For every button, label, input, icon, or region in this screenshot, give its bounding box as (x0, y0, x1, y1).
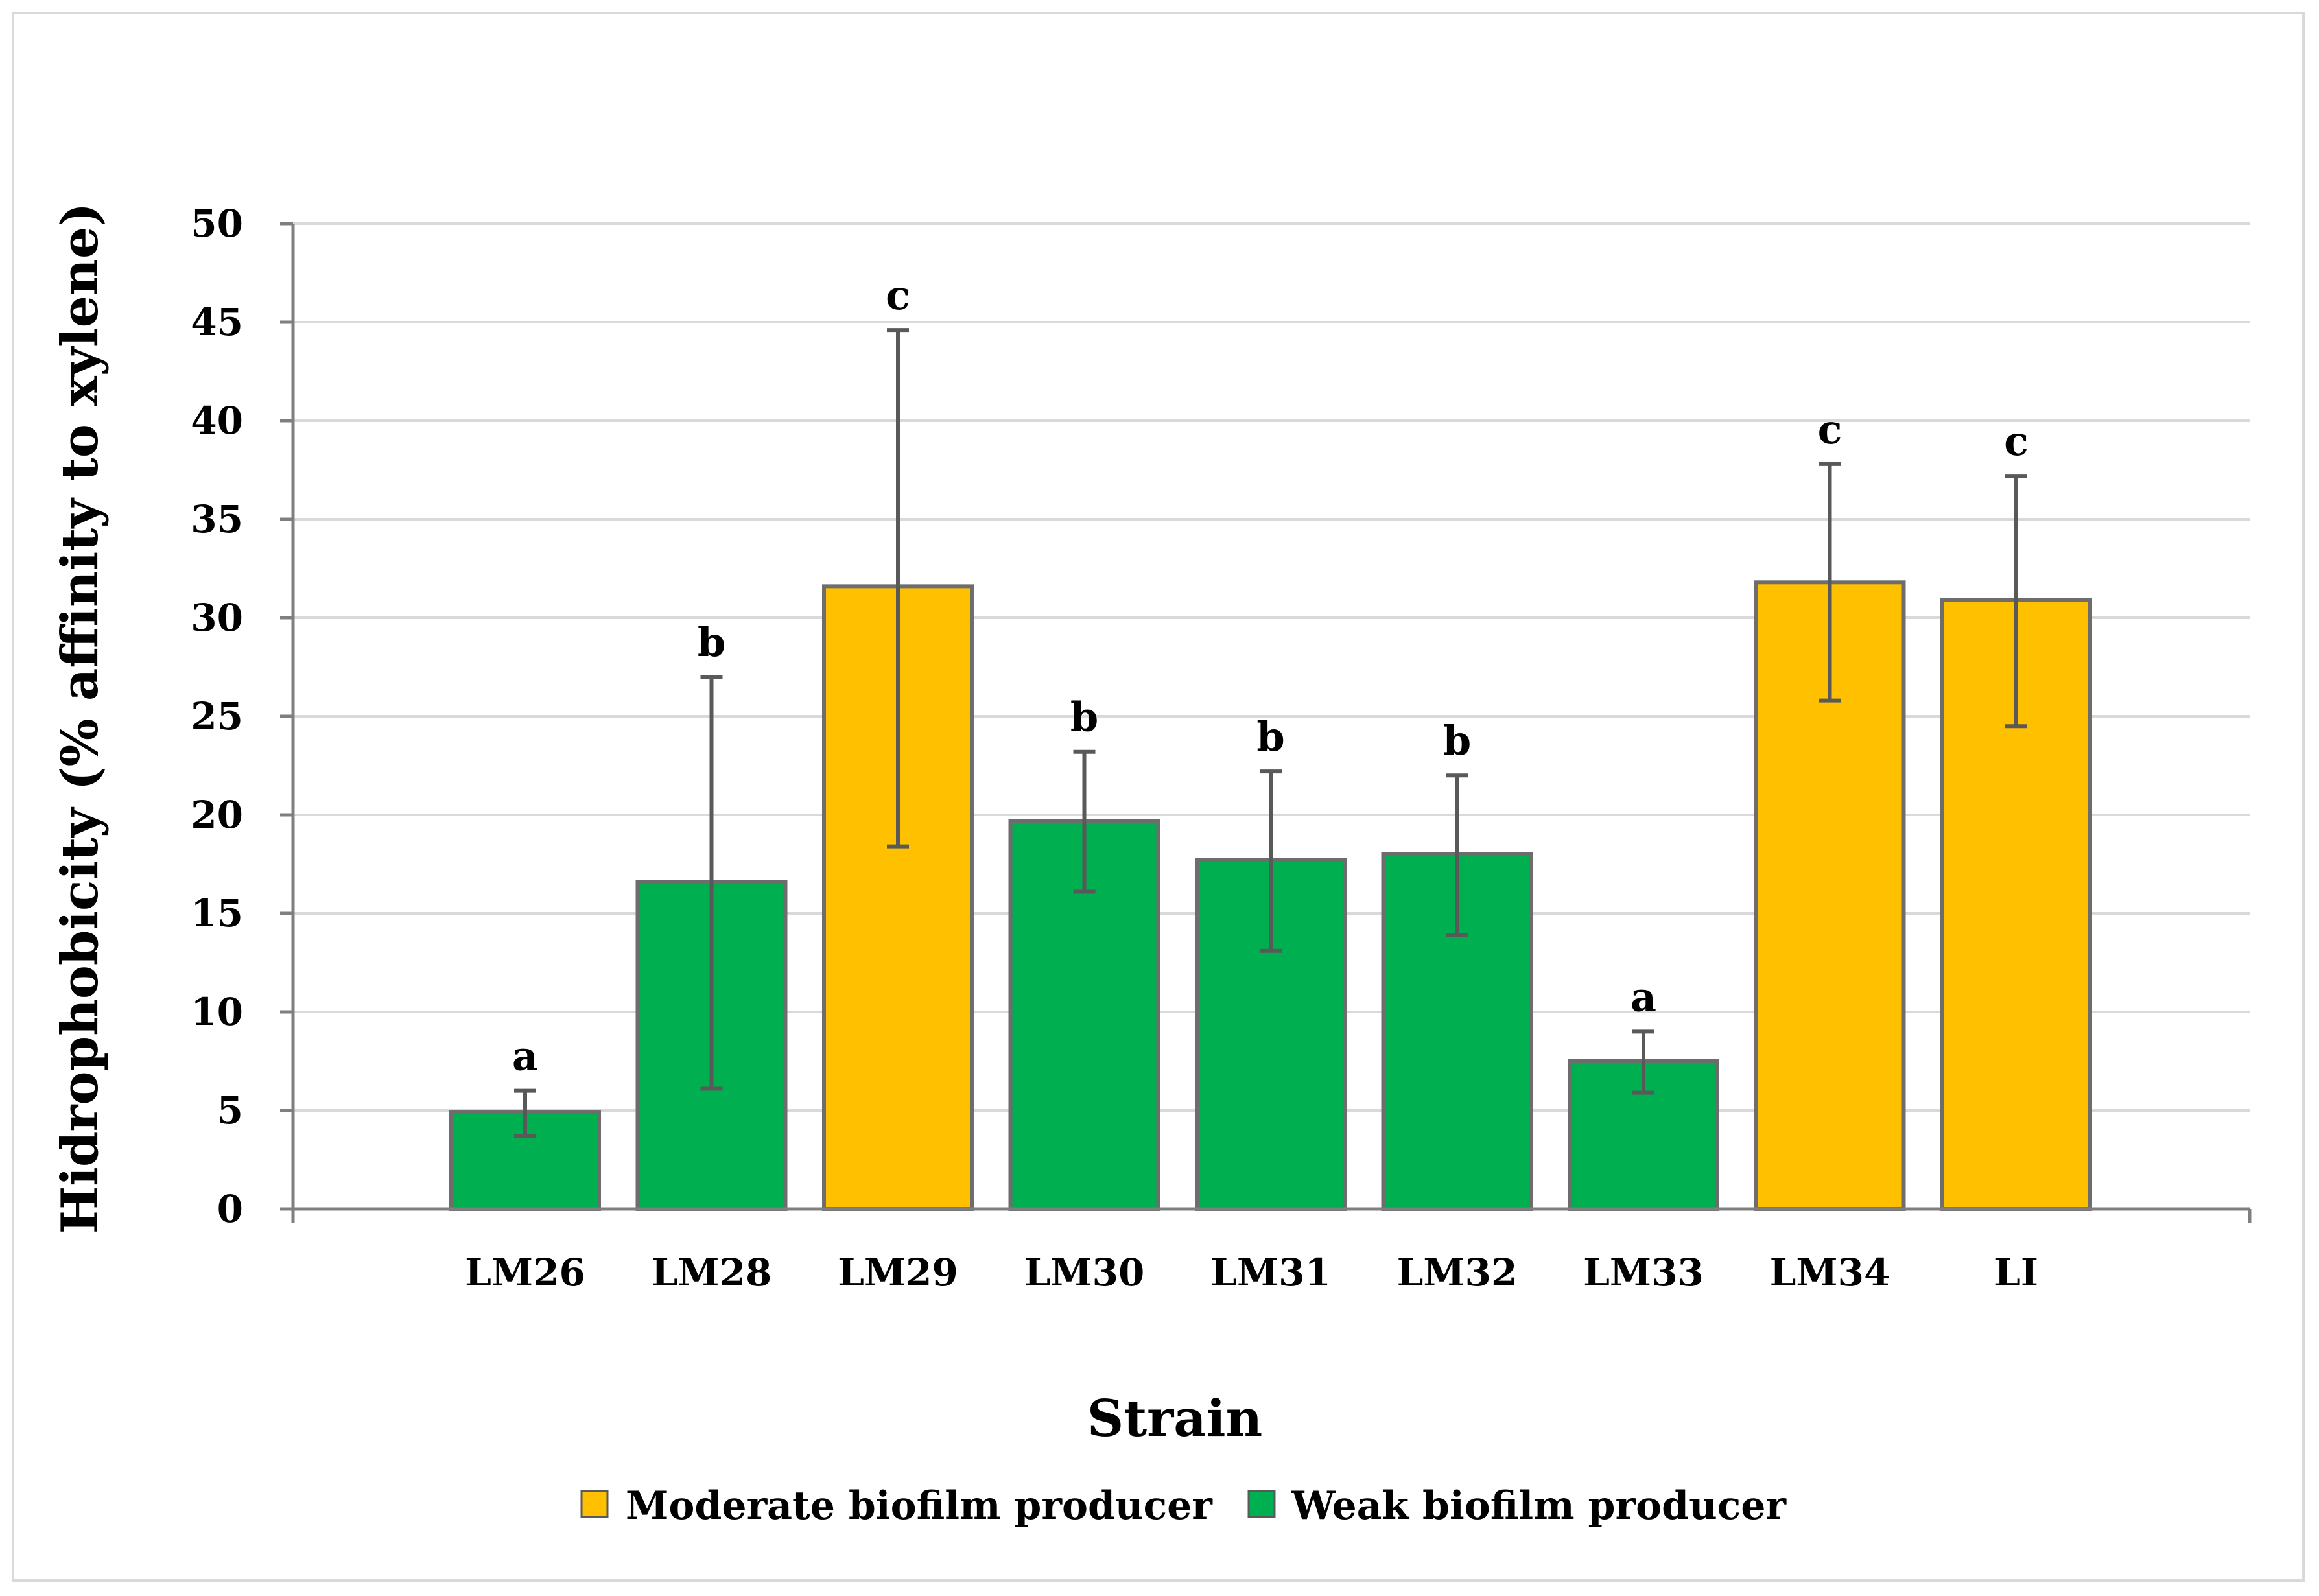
error-bars (514, 328, 2027, 1138)
significance-letter-lm28: b (698, 618, 725, 666)
y-tick-label: 10 (191, 990, 243, 1034)
error-bar-lm31 (1260, 769, 1282, 953)
y-tick-label: 30 (191, 596, 243, 640)
legend-label-weak: Weak biofilm producer (1291, 1483, 1787, 1529)
y-tick-label: 45 (191, 300, 243, 344)
significance-letter-lm33: a (1630, 973, 1656, 1020)
legend-swatch-moderate (580, 1490, 609, 1518)
significance-letters: a b c b b b a c c (512, 272, 2029, 1079)
error-bar-lm32 (1446, 773, 1468, 937)
y-tick-label: 20 (191, 793, 243, 837)
chart-frame (12, 12, 2305, 1582)
significance-letter-lm31: b (1256, 713, 1284, 760)
y-tick-label: 35 (191, 497, 243, 541)
error-bar-lm34 (1819, 462, 1841, 703)
y-tick-label: 40 (191, 399, 243, 443)
y-tick-label: 5 (217, 1088, 243, 1132)
significance-letter-li: c (2004, 417, 2029, 465)
error-bar-lm30 (1073, 749, 1096, 894)
y-axis-title: Hidrophobicity (% affinity to xylene) (51, 203, 110, 1234)
legend-item-moderate: Moderate biofilm producer (580, 1483, 1213, 1529)
legend-swatch-weak (1247, 1490, 1276, 1518)
error-bar-lm28 (700, 675, 723, 1091)
gridlines (293, 222, 2250, 1112)
y-tick-label: 0 (217, 1187, 243, 1231)
x-tick-label-lm29: LM29 (838, 1250, 958, 1295)
x-tick-label-lm31: LM31 (1210, 1250, 1331, 1295)
error-bar-li (2005, 474, 2027, 729)
y-tick-label: 15 (191, 891, 243, 935)
axes (280, 222, 2252, 1223)
x-axis-title: Strain (1087, 1389, 1262, 1448)
legend: Moderate biofilm producer Weak biofilm p… (580, 1483, 1787, 1529)
x-tick-label-lm28: LM28 (652, 1250, 772, 1295)
significance-letter-lm30: b (1070, 694, 1098, 741)
significance-letter-lm34: c (1818, 406, 1842, 453)
x-tick-label-lm33: LM33 (1583, 1250, 1704, 1295)
legend-label-moderate: Moderate biofilm producer (626, 1483, 1213, 1529)
significance-letter-lm26: a (512, 1033, 538, 1080)
significance-letter-lm32: b (1443, 717, 1471, 764)
legend-item-weak: Weak biofilm producer (1247, 1483, 1787, 1529)
tick-labels: 0 5 10 15 20 25 30 35 40 45 50 LM26 LM28 LM29 LM30 LM31… (191, 202, 2038, 1295)
x-tick-label-lm30: LM30 (1024, 1250, 1145, 1295)
error-bar-lm26 (514, 1088, 536, 1138)
x-tick-label-lm34: LM34 (1770, 1250, 1890, 1295)
y-tick-label: 25 (191, 694, 243, 738)
x-tick-label-lm32: LM32 (1397, 1250, 1518, 1295)
error-bar-lm29 (887, 328, 909, 849)
y-tick-label: 50 (191, 202, 243, 246)
significance-letter-lm29: c (886, 272, 910, 319)
x-tick-label-lm26: LM26 (465, 1250, 585, 1295)
error-bar-lm33 (1632, 1029, 1654, 1095)
x-tick-label-li: LI (1994, 1250, 2038, 1295)
